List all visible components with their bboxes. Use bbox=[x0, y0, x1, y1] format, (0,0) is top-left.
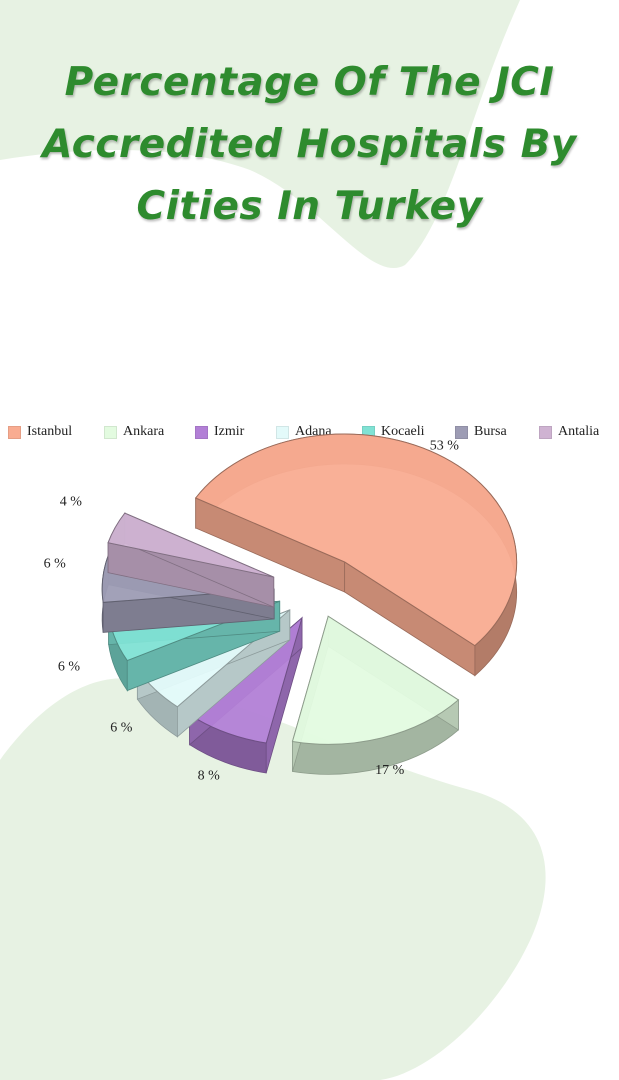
legend-item-ankara: Ankara bbox=[104, 424, 164, 440]
pie-slices bbox=[101, 433, 518, 775]
legend-label: Izmir bbox=[214, 424, 245, 439]
slice-top bbox=[107, 512, 274, 578]
legend-swatch bbox=[104, 425, 117, 439]
legend-swatch bbox=[276, 425, 289, 439]
chart-title: Percentage Of The JCI Accredited Hospita… bbox=[42, 60, 577, 229]
slice-label: 6 % bbox=[58, 660, 81, 675]
legend-item-istanbul: Istanbul bbox=[8, 424, 72, 440]
pie-slice-antalia bbox=[107, 511, 275, 608]
legend-item-izmir: Izmir bbox=[195, 424, 244, 440]
legend-item-bursa: Bursa bbox=[455, 424, 507, 440]
legend-swatch bbox=[539, 425, 552, 439]
legend-label: Antalia bbox=[558, 424, 600, 439]
slice-label: 8 % bbox=[198, 769, 221, 784]
slice-label: 6 % bbox=[44, 556, 67, 571]
legend-label: Bursa bbox=[474, 424, 507, 439]
slice-top bbox=[291, 615, 460, 745]
slice-label: 53 % bbox=[430, 439, 460, 454]
pie-slice-istanbul bbox=[194, 433, 518, 677]
legend-swatch bbox=[195, 425, 208, 439]
slice-label: 6 % bbox=[110, 720, 133, 735]
legend-item-antalia: Antalia bbox=[539, 424, 599, 440]
legend-label: Istanbul bbox=[27, 424, 73, 439]
bottom-background-blob bbox=[0, 678, 546, 1080]
legend-label: Kocaeli bbox=[381, 424, 425, 439]
legend-label: Ankara bbox=[123, 424, 165, 439]
slice-label: 4 % bbox=[60, 495, 83, 510]
top-background-blob bbox=[0, 0, 520, 269]
slice-label: 17 % bbox=[375, 763, 405, 778]
legend-swatch bbox=[455, 425, 468, 439]
slice-top bbox=[194, 433, 518, 647]
pie-slice-ankara bbox=[291, 615, 460, 775]
legend-swatch bbox=[8, 425, 21, 439]
